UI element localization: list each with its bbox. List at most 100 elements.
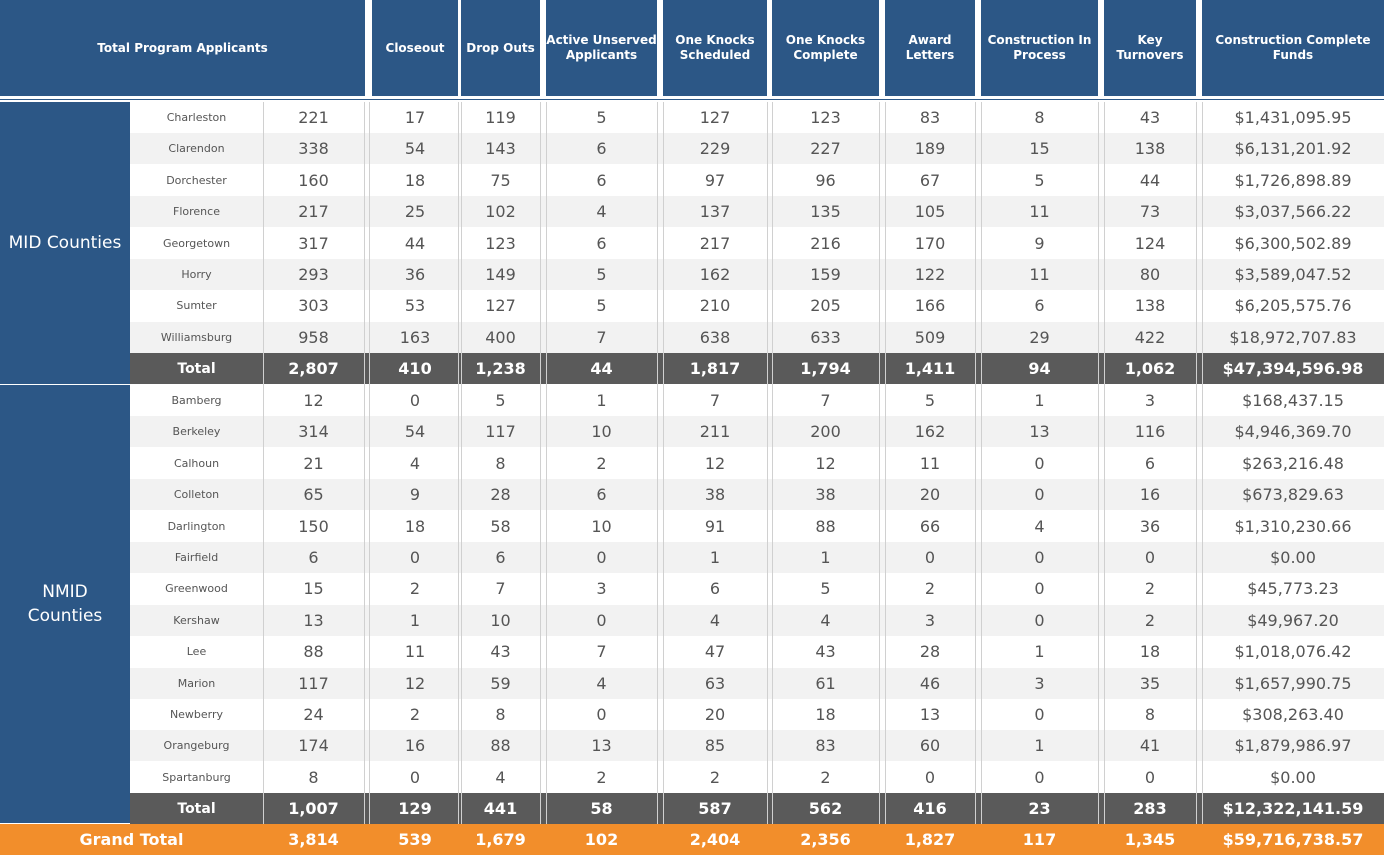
value-cell: 117 [298,673,329,693]
county-name-cell: Horry [181,268,212,281]
value-cell: 6 [596,233,607,253]
value-cell: 0 [596,548,607,567]
value-cell: 0 [1034,453,1045,473]
value-cell: 8 [308,767,319,787]
column-divider [657,102,658,824]
group-label-nmid-line2: Counties [27,606,103,626]
value-cell: 6 [596,139,607,159]
value-cell: 123 [485,233,516,253]
value-cell: 91 [704,516,726,536]
value-cell: 97 [704,170,726,190]
value-cell: 21 [303,453,324,473]
table-row: Dorchester 160 18 75 6 97 96 67 5 44 $1,726,898.89 [130,165,1384,196]
value-cell: 10 [490,610,511,630]
table-row: Orangeburg 174 16 88 13 85 83 60 1 41 $1,879,986.9… [130,730,1384,762]
value-cell: $673,829.63 [1242,485,1344,505]
value-cell: 13 [591,736,612,756]
county-name-cell: Fairfield [174,551,219,564]
value-cell: 1 [1034,736,1045,756]
value-cell: 88 [815,516,836,536]
value-cell: 200 [810,422,841,442]
value-cell: 28 [919,642,941,662]
value-cell: 1 [596,391,607,410]
value-cell: 217 [298,202,329,222]
value-cell: 20 [919,485,941,505]
county-name-cell: Charleston [166,111,227,124]
value-cell: 83 [815,736,836,756]
value-cell: $1,431,095.95 [1234,108,1352,127]
value-cell: 16 [404,736,426,756]
value-cell: 18 [404,170,426,190]
table-row: Charleston 221 17 119 5 127 123 83 8 43 $1,431,095… [130,102,1384,133]
table-row: Lee 88 11 43 7 47 43 28 1 18 $1,018,076.42 [130,636,1384,667]
value-cell: 5 [1034,170,1045,190]
value-cell: 0 [409,767,421,787]
value-cell: 1,345 [1124,830,1176,849]
county-name-cell: Colleton [173,488,220,502]
value-cell: 6 [308,548,319,567]
value-cell: 18 [815,705,836,724]
value-cell: 3 [924,610,936,630]
value-cell: 8 [495,705,506,724]
value-cell: 227 [810,139,841,159]
value-cell: 11 [1029,202,1050,222]
value-cell: 170 [914,233,946,253]
value-cell: 36 [1139,516,1161,536]
county-name-cell: Sumter [176,299,217,313]
header-drop-outs: Drop Outs [461,0,540,96]
header-one-knocks-complete: One Knocks Complete [772,0,879,96]
value-cell: 174 [298,736,329,756]
value-cell: 127 [699,108,731,127]
value-cell: 229 [699,139,731,159]
value-cell: 117 [1022,830,1057,849]
value-cell: $1,726,898.89 [1234,170,1352,190]
value-cell: 4 [1034,516,1045,536]
group-label-nmid-text: NMID Counties [28,580,103,628]
value-cell: 2 [596,453,607,473]
county-name-cell: Lee [186,645,207,659]
table-row: Kershaw 13 1 10 0 4 4 3 0 2 $49,967.20 [130,604,1384,636]
value-cell: 138 [1134,139,1166,159]
value-cell: 13 [1029,422,1050,442]
value-cell: 8 [1144,705,1156,724]
value-cell: 12 [704,453,726,473]
table-row: Williamsburg 958 163 400 7 638 633 509 29 422 $18,… [130,321,1384,353]
value-cell: $49,967.20 [1247,610,1339,630]
value-cell: 0 [1034,548,1045,567]
value-cell: 0 [409,548,421,567]
header-key-turnovers: Key Turnovers [1104,0,1196,96]
county-name-cell: Greenwood [165,582,228,596]
value-cell: 12 [404,673,426,693]
value-cell: 2,356 [800,830,851,849]
value-cell: 410 [398,359,432,379]
value-cell: 1,794 [800,359,851,379]
value-cell: 314 [298,422,329,442]
value-cell: $1,879,986.97 [1234,736,1352,756]
value-cell: 129 [398,799,432,819]
value-cell: 0 [1034,705,1045,724]
value-cell: 7 [820,391,831,410]
table-row: Bamberg 12 0 5 1 7 7 5 1 3 $168,437.15 [130,385,1384,416]
value-cell: $0.00 [1270,767,1316,787]
value-cell: $0.00 [1270,548,1316,567]
value-cell: 1,411 [904,359,956,379]
value-cell: 163 [399,327,431,347]
value-cell: 47 [704,642,726,662]
value-cell: $47,394,596.98 [1222,359,1364,379]
value-cell: 63 [704,673,726,693]
value-cell: 38 [704,485,726,505]
total-row: Total 1,007 129 441 58 587 562 416 23 283 $12,322,… [130,793,1384,825]
value-cell: 2 [409,705,421,724]
value-cell: 43 [490,642,511,662]
value-cell: 38 [815,485,836,505]
county-name-cell: Orangeburg [163,739,230,753]
column-divider [364,102,365,824]
value-cell: 11 [1029,265,1050,284]
value-cell: 221 [298,108,329,127]
value-cell: 0 [1034,579,1045,599]
value-cell: 127 [485,296,516,316]
value-cell: 5 [596,296,607,316]
value-cell: 6 [1034,296,1045,316]
value-cell: 65 [303,485,324,505]
county-name-cell: Total [177,360,216,377]
